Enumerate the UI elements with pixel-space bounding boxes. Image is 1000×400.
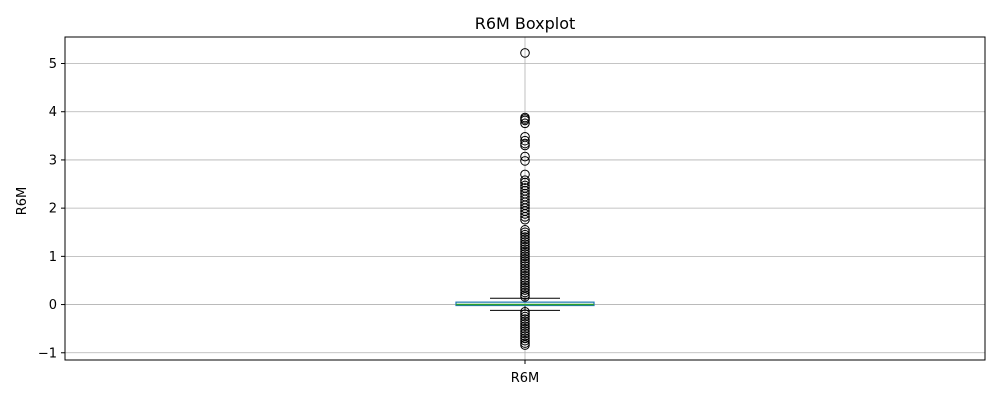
outlier-point bbox=[520, 209, 530, 219]
y-tick-label: 3 bbox=[49, 153, 57, 168]
y-tick-label: 0 bbox=[49, 298, 57, 313]
outlier-point bbox=[520, 263, 530, 274]
outlier-point bbox=[520, 280, 530, 291]
y-tick-label: 4 bbox=[49, 105, 57, 120]
outlier-point bbox=[520, 282, 530, 293]
outlier-point bbox=[520, 232, 530, 242]
y-tick-label: 2 bbox=[49, 202, 57, 217]
outlier-point bbox=[520, 311, 530, 322]
outlier-point bbox=[520, 234, 530, 245]
grid-lines bbox=[65, 37, 985, 360]
outlier-point bbox=[520, 48, 530, 58]
y-tick-label: 1 bbox=[49, 250, 57, 265]
outlier-point bbox=[520, 333, 530, 344]
outlier-point bbox=[520, 314, 530, 324]
x-tick-label: R6M bbox=[511, 371, 540, 386]
outlier-point bbox=[520, 156, 530, 166]
outlier-point bbox=[520, 140, 530, 151]
outlier-point bbox=[520, 266, 530, 276]
outlier-point bbox=[520, 118, 530, 129]
outlier-point bbox=[520, 268, 530, 279]
outlier-point bbox=[520, 227, 530, 238]
chart-title: R6M Boxplot bbox=[475, 14, 576, 33]
outlier-point bbox=[520, 335, 530, 346]
outlier-point bbox=[520, 261, 530, 271]
y-tick-label: 5 bbox=[49, 57, 57, 72]
outlier-point bbox=[520, 256, 530, 266]
outlier-point bbox=[520, 287, 530, 298]
outlier-point bbox=[520, 151, 530, 162]
outlier-point bbox=[520, 239, 530, 250]
outlier-point bbox=[520, 212, 530, 222]
outlier-point bbox=[520, 225, 530, 235]
outlier-point bbox=[520, 244, 530, 254]
outlier-point bbox=[520, 316, 530, 327]
outlier-point bbox=[520, 270, 530, 281]
outlier-point bbox=[520, 214, 530, 225]
outlier-point bbox=[520, 249, 530, 259]
outlier-point bbox=[520, 115, 530, 126]
outlier-point bbox=[520, 328, 530, 339]
outlier-point bbox=[520, 321, 530, 332]
outlier-point bbox=[520, 275, 530, 286]
outlier-point bbox=[520, 135, 530, 146]
y-tick-label: −1 bbox=[38, 346, 57, 361]
outlier-point bbox=[520, 229, 530, 240]
x-axis: R6M bbox=[511, 360, 540, 386]
outlier-point bbox=[520, 253, 530, 264]
outlier-point bbox=[520, 309, 530, 320]
outlier-point bbox=[520, 319, 530, 329]
outlier-point bbox=[520, 285, 530, 295]
outlier-point bbox=[520, 241, 530, 252]
outlier-point bbox=[520, 278, 530, 288]
outlier-point bbox=[520, 175, 530, 185]
outlier-point bbox=[520, 326, 530, 336]
outlier-point bbox=[520, 306, 530, 317]
outlier-point bbox=[520, 340, 530, 350]
outlier-point bbox=[520, 273, 530, 283]
y-axis: −1 0 1 2 3 4 5 bbox=[38, 57, 65, 361]
outlier-point bbox=[520, 246, 530, 257]
outlier-point bbox=[520, 323, 530, 334]
outlier-point bbox=[520, 292, 530, 302]
plot-area bbox=[455, 48, 595, 350]
outlier-point bbox=[520, 258, 530, 269]
y-axis-label: R6M bbox=[15, 187, 30, 216]
outlier-point bbox=[520, 251, 530, 262]
outlier-point bbox=[520, 237, 530, 247]
outlier-point bbox=[520, 331, 530, 341]
